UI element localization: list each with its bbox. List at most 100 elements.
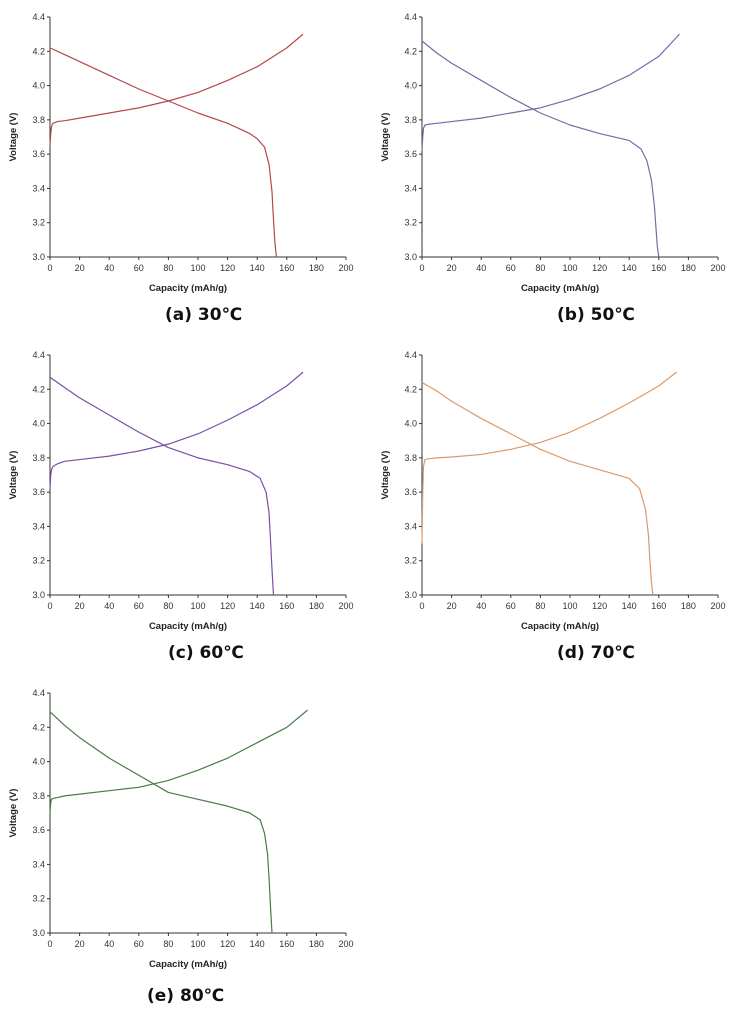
y-tick-label: 3.0 — [404, 252, 417, 262]
discharge-curve — [421, 40, 660, 258]
x-axis-title: Capacity (mAh/g) — [149, 283, 227, 294]
x-tick-label: 20 — [75, 601, 85, 611]
y-tick-label: 3.4 — [32, 521, 45, 531]
y-tick-label: 4.0 — [32, 419, 45, 429]
x-tick-label: 120 — [220, 601, 235, 611]
x-tick-label: 180 — [309, 601, 324, 611]
discharge-curve — [421, 381, 654, 596]
voltage-capacity-chart-b: 0 20 40 60 80 100 120 140 160 180 200 3.0 3.2 3.4 3.6 3… — [380, 12, 726, 294]
x-tick-label: 200 — [710, 601, 725, 611]
x-tick-label: 180 — [309, 939, 324, 949]
voltage-capacity-chart-c: 0 20 40 60 80 100 120 140 160 180 200 3.0 3.2 3.4 3.6 3… — [8, 350, 354, 632]
x-tick-label: 100 — [190, 263, 205, 273]
y-tick-label: 3.0 — [32, 590, 45, 600]
y-tick-label: 3.8 — [32, 115, 45, 125]
x-tick-label: 200 — [338, 601, 353, 611]
x-tick-label: 180 — [309, 263, 324, 273]
x-tick-label: 160 — [279, 601, 294, 611]
x-tick-label: 140 — [250, 263, 265, 273]
x-tick-label: 60 — [134, 263, 144, 273]
x-tick-label: 40 — [104, 263, 114, 273]
x-tick-label: 120 — [592, 263, 607, 273]
x-tick-label: 40 — [104, 601, 114, 611]
y-axis-title: Voltage (V) — [380, 113, 391, 162]
discharge-curve — [49, 376, 275, 596]
x-tick-label: 100 — [562, 263, 577, 273]
y-axis-title: Voltage (V) — [380, 451, 391, 500]
y-tick-label: 4.0 — [32, 757, 45, 767]
x-tick-label: 140 — [250, 939, 265, 949]
y-tick-label: 3.8 — [404, 453, 417, 463]
y-tick-label: 3.8 — [32, 791, 45, 801]
voltage-capacity-chart-e: 0 20 40 60 80 100 120 140 160 180 200 3.0 3.2 3.4 3.6 3… — [8, 688, 354, 970]
x-tick-label: 180 — [681, 263, 696, 273]
x-tick-label: 60 — [506, 601, 516, 611]
x-tick-label: 0 — [419, 263, 424, 273]
y-tick-label: 3.2 — [404, 218, 417, 228]
y-tick-label: 3.6 — [404, 149, 417, 159]
y-tick-label: 3.2 — [404, 556, 417, 566]
x-tick-label: 20 — [447, 601, 457, 611]
chart-panel-b: 0 20 40 60 80 100 120 140 160 180 200 3.0 3.2 3.4 3.6 3… — [372, 0, 732, 336]
y-tick-label: 4.4 — [404, 350, 417, 360]
y-axis-title: Voltage (V) — [8, 113, 19, 162]
x-tick-label: 160 — [279, 939, 294, 949]
chart-panel-c: 0 20 40 60 80 100 120 140 160 180 200 3.0 3.2 3.4 3.6 3… — [0, 338, 360, 674]
y-tick-label: 4.2 — [32, 46, 45, 56]
y-tick-label: 3.2 — [32, 218, 45, 228]
y-tick-label: 3.0 — [32, 928, 45, 938]
x-tick-label: 20 — [447, 263, 457, 273]
x-axis-title: Capacity (mAh/g) — [149, 959, 227, 970]
voltage-capacity-chart-a: 0 20 40 60 80 100 120 140 160 180 200 3.0 3.2 3.4 3.6 3… — [8, 12, 354, 294]
y-tick-label: 3.6 — [32, 149, 45, 159]
voltage-capacity-chart-d: 0 20 40 60 80 100 120 140 160 180 200 3.0 3.2 3.4 3.6 3… — [380, 350, 726, 632]
x-tick-label: 40 — [104, 939, 114, 949]
y-tick-label: 3.0 — [32, 252, 45, 262]
y-tick-label: 3.0 — [404, 590, 417, 600]
x-tick-label: 100 — [190, 601, 205, 611]
x-tick-label: 40 — [476, 263, 486, 273]
x-tick-label: 100 — [562, 601, 577, 611]
x-tick-label: 0 — [419, 601, 424, 611]
charge-curve — [421, 33, 680, 151]
x-tick-label: 140 — [622, 601, 637, 611]
y-tick-label: 4.0 — [404, 81, 417, 91]
x-tick-label: 20 — [75, 939, 85, 949]
chart-caption-b: (b) 50℃ — [557, 305, 635, 325]
y-axis-title: Voltage (V) — [8, 451, 19, 500]
y-tick-label: 3.4 — [32, 183, 45, 193]
x-tick-label: 120 — [220, 939, 235, 949]
x-axis-title: Capacity (mAh/g) — [149, 621, 227, 632]
chart-caption-e: (e) 80℃ — [147, 986, 225, 1006]
y-tick-label: 3.6 — [404, 487, 417, 497]
x-tick-label: 60 — [134, 601, 144, 611]
y-tick-label: 3.8 — [32, 453, 45, 463]
y-tick-label: 3.4 — [32, 859, 45, 869]
x-tick-label: 120 — [220, 263, 235, 273]
y-tick-label: 4.0 — [404, 419, 417, 429]
x-tick-label: 160 — [279, 263, 294, 273]
x-tick-label: 40 — [476, 601, 486, 611]
chart-caption-d: (d) 70℃ — [557, 643, 635, 663]
x-tick-label: 160 — [651, 263, 666, 273]
y-axis-title: Voltage (V) — [8, 789, 19, 838]
y-tick-label: 3.6 — [32, 825, 45, 835]
chart-panel-e: 0 20 40 60 80 100 120 140 160 180 200 3.0 3.2 3.4 3.6 3… — [0, 676, 360, 1012]
discharge-curve — [49, 47, 278, 258]
y-tick-label: 3.2 — [32, 556, 45, 566]
charge-curve — [49, 33, 304, 146]
y-tick-label: 4.0 — [32, 81, 45, 91]
y-tick-label: 4.2 — [404, 46, 417, 56]
y-tick-label: 4.2 — [404, 384, 417, 394]
x-tick-label: 120 — [592, 601, 607, 611]
y-tick-label: 3.4 — [404, 521, 417, 531]
x-axis-title: Capacity (mAh/g) — [521, 621, 599, 632]
y-tick-label: 4.4 — [32, 350, 45, 360]
x-tick-label: 200 — [338, 263, 353, 273]
x-tick-label: 20 — [75, 263, 85, 273]
y-tick-label: 4.2 — [32, 384, 45, 394]
x-tick-label: 0 — [47, 601, 52, 611]
x-tick-label: 80 — [535, 263, 545, 273]
y-tick-label: 3.6 — [32, 487, 45, 497]
x-axis-title: Capacity (mAh/g) — [521, 283, 599, 294]
